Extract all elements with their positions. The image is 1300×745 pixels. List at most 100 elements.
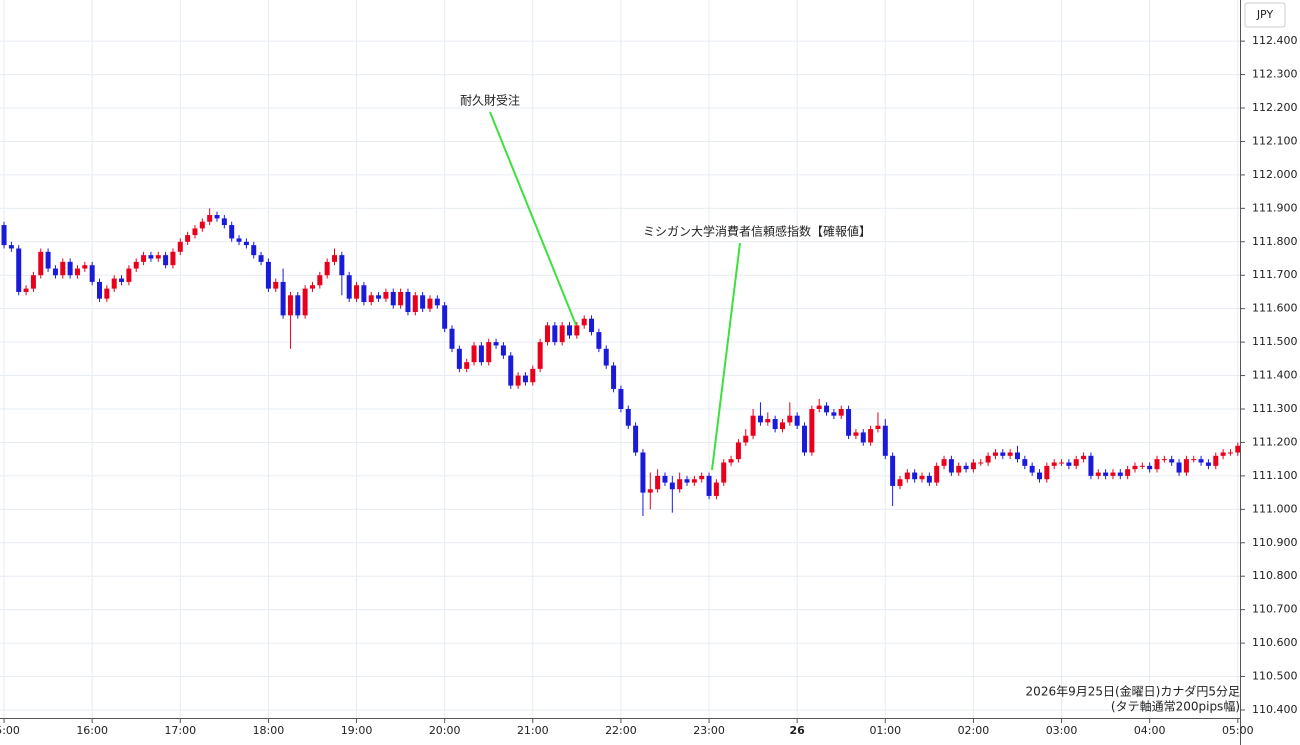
candle-body [398, 291, 404, 306]
candle-body [1220, 452, 1226, 456]
candle-body [309, 285, 315, 289]
candle-body [280, 281, 286, 316]
candle-body [809, 408, 815, 453]
candle-body [721, 462, 727, 483]
candle-body [420, 295, 426, 309]
candle-body [838, 408, 844, 416]
candle-body [992, 452, 998, 456]
candle-body [647, 489, 653, 493]
currency-box [1244, 2, 1286, 28]
candle-body [405, 291, 411, 313]
candle-body [141, 255, 147, 262]
candle-body [119, 278, 125, 282]
candle-body [779, 422, 785, 430]
candle-body [170, 251, 176, 266]
candle-body [926, 475, 932, 483]
candle-body [919, 475, 925, 480]
x-tick-label: 04:00 [1134, 724, 1166, 737]
candle-body [126, 268, 132, 282]
candle-body [163, 255, 169, 266]
y-tick-label: 110.600 [1252, 636, 1298, 649]
candle-body [1110, 472, 1116, 476]
candle-body [486, 342, 492, 363]
candle-body [229, 225, 235, 239]
candle-body [1139, 465, 1145, 467]
candle-body [743, 435, 749, 443]
candle-body [581, 318, 587, 326]
y-tick-label: 111.700 [1252, 268, 1298, 281]
candle-body [236, 238, 242, 242]
y-tick-label: 110.800 [1252, 569, 1298, 582]
candle-body [1154, 459, 1160, 470]
candle-body [816, 405, 822, 409]
candle-body [699, 475, 705, 480]
candle-body [478, 345, 484, 363]
grid [0, 0, 1240, 718]
candle-body [1007, 452, 1013, 456]
x-tick-label: 15:00 [0, 724, 20, 737]
candle-body [265, 261, 271, 289]
candle-body [339, 255, 345, 276]
y-tick-label: 111.000 [1252, 502, 1298, 515]
candle-body [802, 425, 808, 453]
candle-body [735, 442, 741, 460]
candle-body [287, 295, 293, 316]
candle-body [82, 265, 88, 269]
candle-body [376, 295, 382, 299]
candle-body [23, 288, 29, 292]
candle-body [434, 298, 440, 306]
candle-body [471, 345, 477, 363]
candle-body [8, 245, 14, 249]
candle-body [251, 245, 257, 256]
candle-body [111, 278, 117, 289]
candle-body [611, 365, 617, 389]
x-tick-label: 02:00 [958, 724, 990, 737]
x-tick-label: 05:00 [1222, 724, 1254, 737]
candle-body [1191, 459, 1197, 461]
candle-body [30, 275, 36, 289]
candle-body [89, 265, 95, 282]
candle-body [537, 342, 543, 369]
candle-body [221, 218, 227, 226]
candle-body [691, 479, 697, 483]
candle-body [243, 241, 249, 246]
candle-body [1227, 452, 1233, 454]
y-tick-label: 111.100 [1252, 469, 1298, 482]
candle-body [317, 275, 323, 286]
candle-body [618, 388, 624, 409]
y-tick-label: 112.300 [1252, 68, 1298, 81]
y-tick-label: 110.700 [1252, 603, 1298, 616]
candle-body [155, 255, 161, 259]
candle-body [824, 405, 830, 413]
candle-body [912, 472, 918, 480]
candle-body [985, 455, 991, 463]
candle-body [1205, 462, 1211, 466]
candle-body [1, 225, 7, 246]
candle-body [1022, 459, 1028, 466]
y-tick-label: 112.200 [1252, 101, 1298, 114]
candle-body [589, 318, 595, 333]
candle-body [934, 465, 940, 483]
candle-body [449, 328, 455, 349]
candle-body [60, 261, 66, 276]
x-tick-label: 20:00 [429, 724, 461, 737]
candle-body [794, 415, 800, 426]
candle-body [567, 325, 573, 336]
candle-body [904, 472, 910, 480]
candle-body [464, 362, 470, 369]
candle-body [757, 415, 763, 423]
candle-body [882, 425, 888, 456]
candle-body [559, 325, 565, 343]
candle-body [258, 255, 264, 262]
candle-body [500, 345, 506, 356]
candle-body [956, 465, 962, 473]
candle-body [1044, 465, 1050, 480]
candle-body [530, 368, 536, 383]
candle-body [1081, 455, 1087, 460]
candle-body [508, 355, 514, 386]
candle-body [1213, 455, 1219, 466]
candle-body [456, 348, 462, 369]
candle-body [669, 482, 675, 490]
candle-body [302, 288, 308, 316]
x-tick-label: 21:00 [517, 724, 549, 737]
